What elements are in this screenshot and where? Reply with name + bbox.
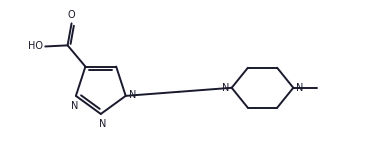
Text: N: N bbox=[129, 90, 136, 100]
Text: N: N bbox=[296, 83, 303, 93]
Text: N: N bbox=[221, 83, 229, 93]
Text: N: N bbox=[70, 101, 78, 111]
Text: N: N bbox=[99, 119, 106, 129]
Text: O: O bbox=[68, 10, 75, 20]
Text: HO: HO bbox=[28, 41, 43, 51]
